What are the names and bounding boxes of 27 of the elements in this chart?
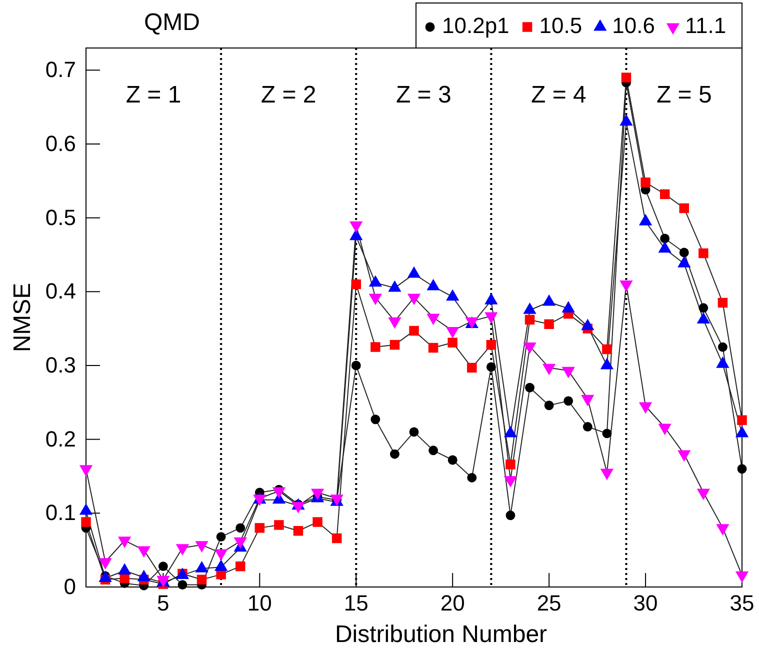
x-tick-label: 20 (440, 590, 465, 616)
y-tick-label: 0.7 (45, 57, 76, 82)
chart-title: QMD (144, 9, 200, 36)
y-tick-label: 0.2 (45, 426, 76, 452)
y-tick-label: 0.1 (45, 500, 76, 526)
annotation: Z = 4 (531, 81, 586, 108)
legend-label: 10.2p1 (442, 12, 510, 38)
y-tick-label: 0 (64, 574, 76, 600)
x-tick-label: 30 (633, 590, 658, 616)
y-tick-label: 0.6 (45, 131, 76, 156)
y-tick-label: 0.3 (45, 352, 76, 378)
x-tick-label: 5 (157, 590, 170, 616)
y-tick-label: 0.4 (45, 278, 76, 304)
legend-label: 11.1 (684, 12, 726, 38)
y-axis-title: NMSE (9, 282, 36, 352)
y-tick-label: 0.5 (45, 204, 76, 230)
x-axis-title: Distribution Number (334, 621, 548, 648)
annotation: Z = 1 (126, 81, 182, 108)
x-tick-label: 35 (730, 590, 754, 616)
x-tick-label: 10 (247, 590, 272, 616)
annotation: Z = 5 (656, 81, 712, 108)
legend-label: 10.6 (612, 12, 655, 38)
x-tick-label: 25 (536, 590, 562, 616)
annotation: Z = 2 (260, 81, 316, 108)
x-tick-label: 15 (344, 590, 368, 616)
legend-label: 10.5 (539, 12, 582, 38)
annotation: Z = 3 (396, 81, 452, 108)
